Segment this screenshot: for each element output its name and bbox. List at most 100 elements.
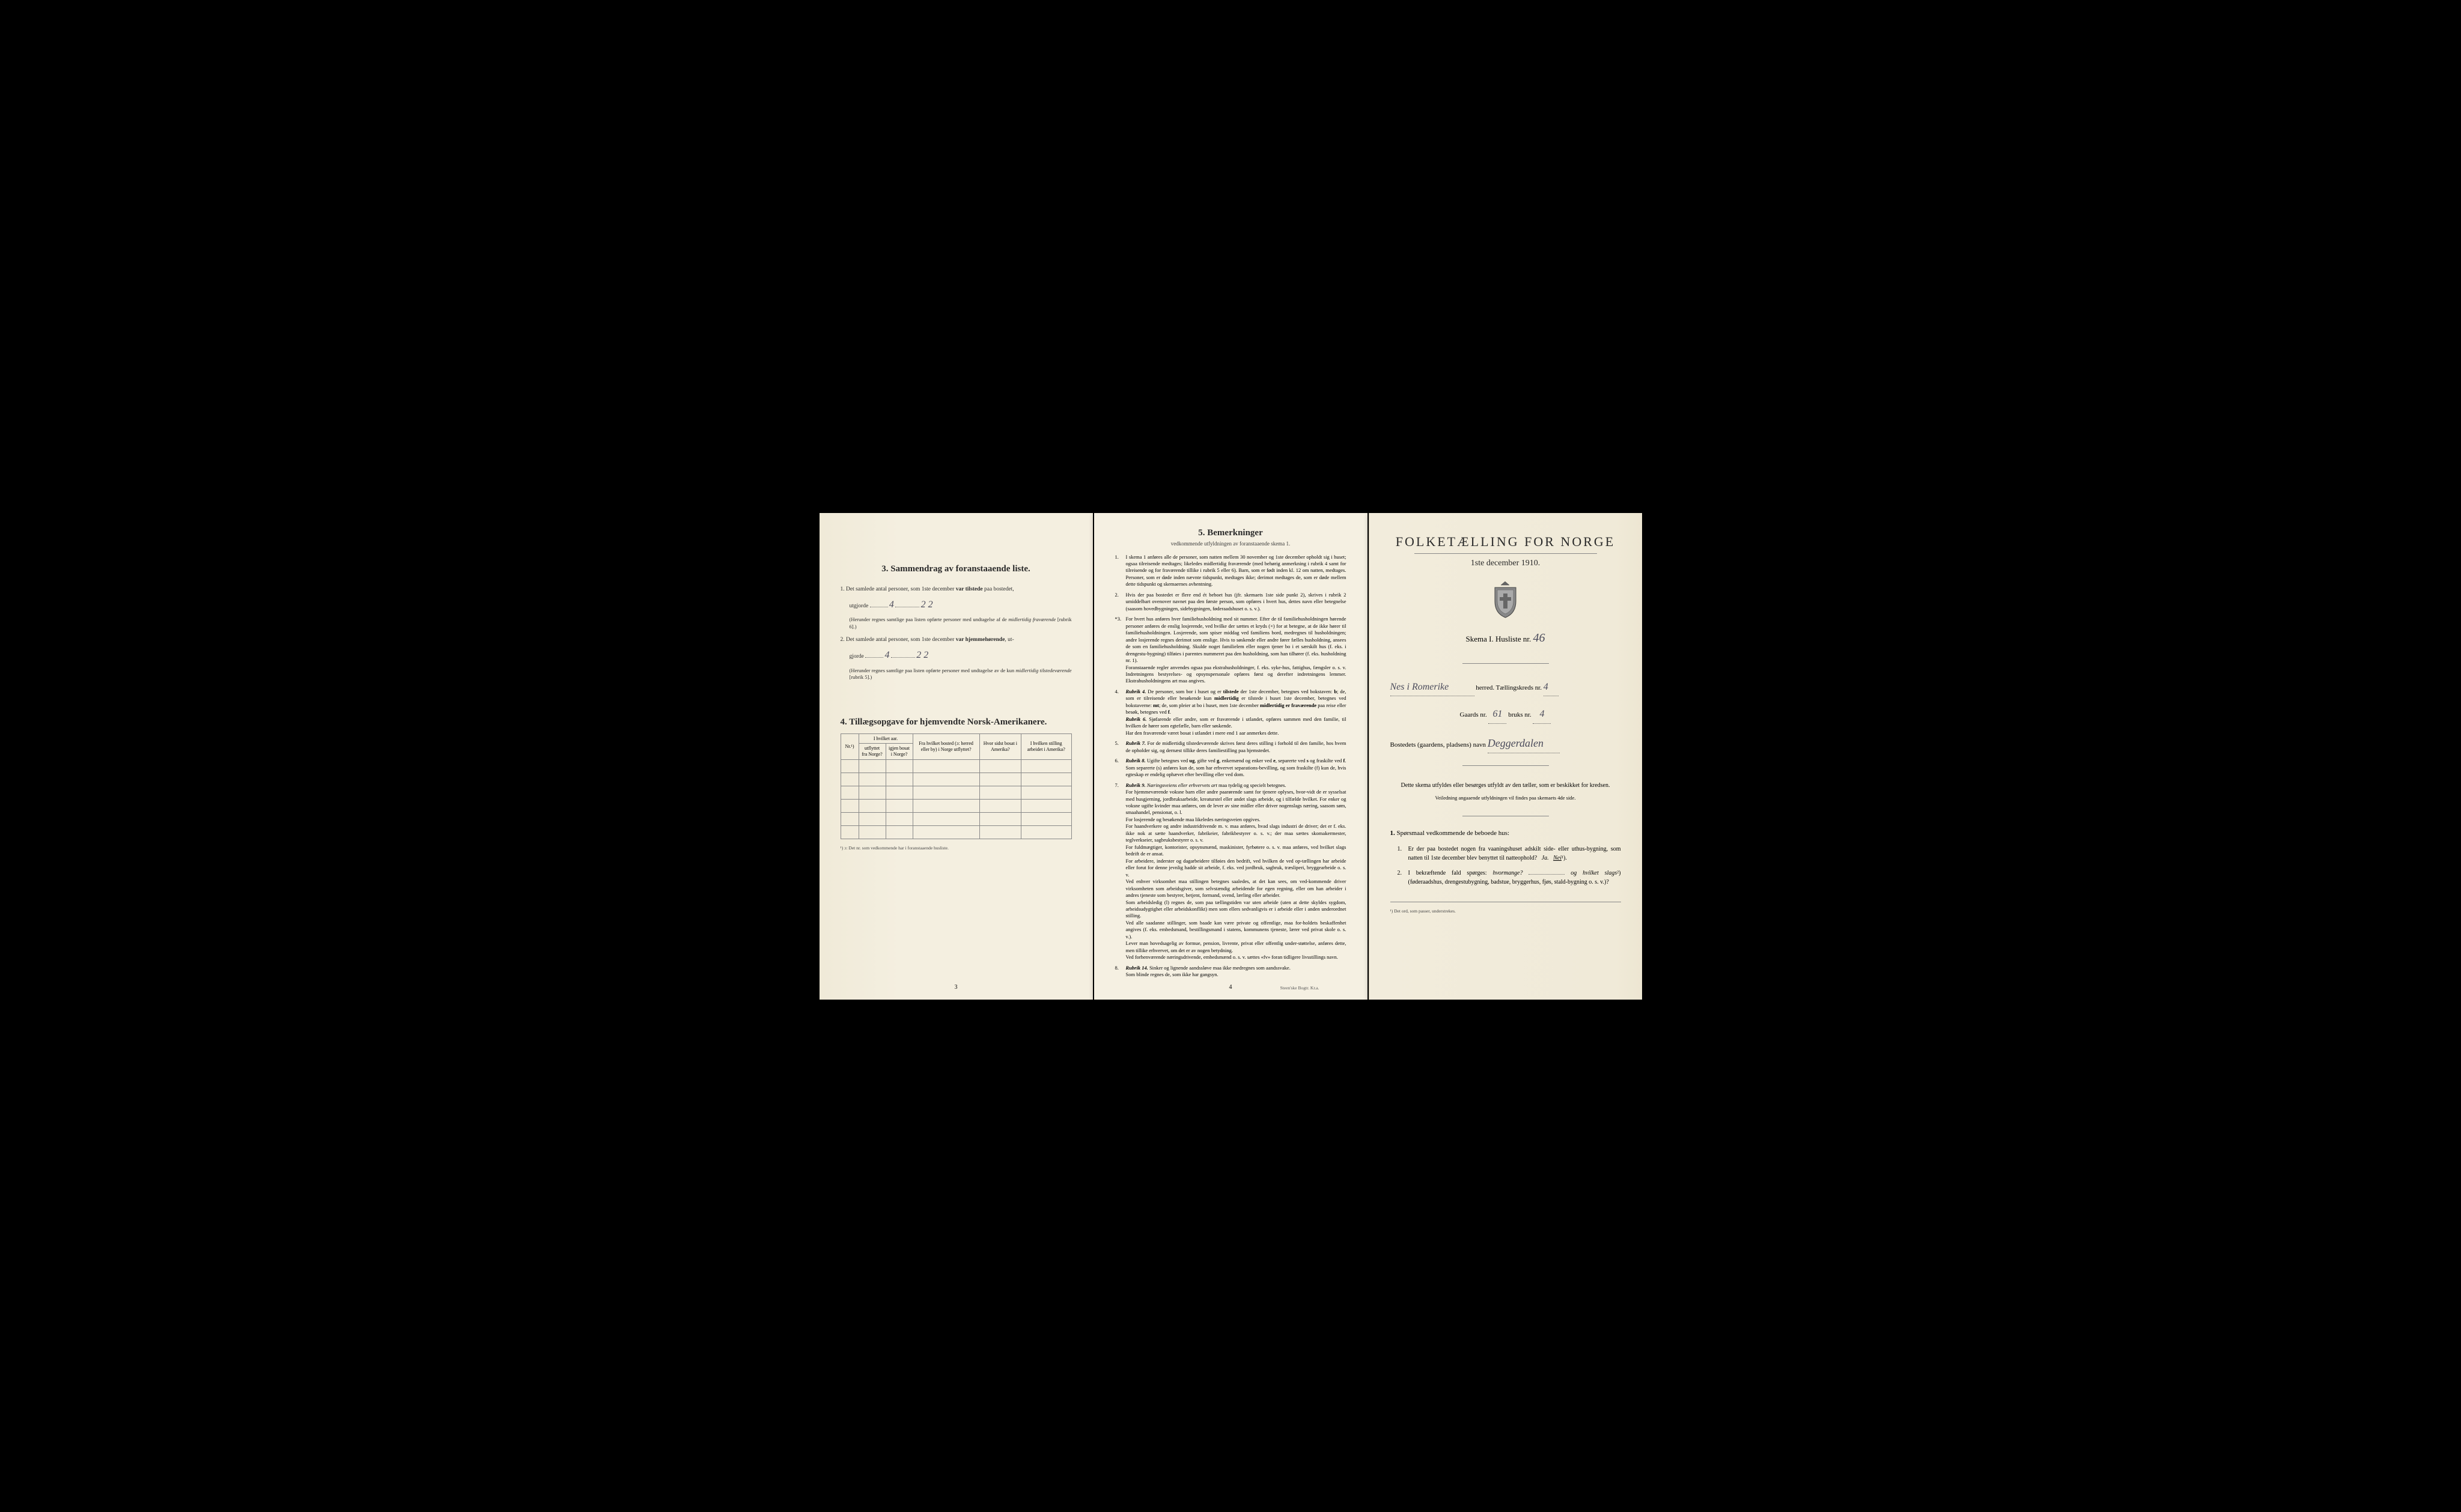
q-heading-num: 1. <box>1390 830 1395 837</box>
gaards-nr: 61 <box>1488 706 1506 724</box>
question-2: 2. I bekræftende fald spørges: hvormange… <box>1390 869 1621 887</box>
bruks-nr: 4 <box>1533 706 1551 724</box>
bem-num-7: 7. <box>1115 782 1126 961</box>
bem7-p8: Som arbeidsledig (l) regnes de, som paa … <box>1126 899 1346 920</box>
th-bosat: igjen bosat i Norge? <box>886 744 913 759</box>
table-row <box>841 812 1071 825</box>
bem-text-5: Rubrik 7. For de midlertidig tilstedevær… <box>1126 740 1346 754</box>
item1-hand2: 2 2 <box>921 600 933 610</box>
amerikanere-table: Nr.¹) I hvilket aar. Fra hvilket bosted … <box>841 733 1072 839</box>
instruction: Dette skema utfyldes eller besørges utfy… <box>1390 781 1621 790</box>
q1-sup: ¹). <box>1562 855 1567 861</box>
th-bosted: Fra hvilket bosted (ɔ: herred eller by) … <box>913 733 979 759</box>
right-footnote: ¹) Det ord, som passer, understrekes. <box>1390 908 1621 914</box>
bem-item-7: 7. Rubrik 9. Næringsveiens eller erhverv… <box>1115 782 1346 961</box>
section3-heading: 3. Sammendrag av foranstaaende liste. <box>841 564 1072 574</box>
bem7-p2: For hjemmeværende voksne barn eller andr… <box>1126 789 1346 816</box>
item1-hand1: 4 <box>889 600 894 610</box>
section3-item2: 2. Det samlede antal personer, som 1ste … <box>841 636 1072 644</box>
document-spread: 3. Sammendrag av foranstaaende liste. 1.… <box>820 513 1642 1000</box>
bem-item-5: 5. Rubrik 7. For de midlertidig tilstede… <box>1115 740 1346 754</box>
bosted-line: Bostedets (gaardens, pladsens) navn Degg… <box>1390 733 1621 753</box>
item2-line2: gjorde <box>850 654 864 660</box>
bem-item-3: *3. For hvert hus anføres hver familiehu… <box>1115 616 1346 685</box>
bem-text-8: Rubrik 14. Sinker og lignende aandssløve… <box>1126 965 1346 979</box>
page-right: FOLKETÆLLING FOR NORGE 1ste december 191… <box>1369 513 1642 1000</box>
table-row <box>841 799 1071 812</box>
page-number-3: 3 <box>955 984 958 991</box>
q2-num: 2. <box>1398 869 1408 887</box>
gaards-label: Gaards nr. <box>1460 711 1487 718</box>
bem-item-4: 4. Rubrik 4. De personer, som bor i huse… <box>1115 688 1346 736</box>
question-1: 1. Er der paa bostedet nogen fra vaaning… <box>1390 845 1621 863</box>
printer-footer: Steen'ske Bogtr. Kr.a. <box>1280 985 1319 991</box>
item2-suf: , ut- <box>1005 637 1014 643</box>
herred-line: Nes i Romerike herred. Tællingskreds nr.… <box>1390 679 1621 697</box>
item1-note-it: midlertidig fraværende <box>1008 616 1056 622</box>
q2-text-b: og <box>1571 870 1583 876</box>
bem-text-6: Rubrik 8. Ugifte betegnes ved ug, gifte … <box>1126 758 1346 778</box>
bem-text-2: Hvis der paa bostedet er flere end ét be… <box>1126 592 1346 612</box>
bem-text-4: Rubrik 4. De personer, som bor i huset o… <box>1126 688 1346 736</box>
item1-line2-row: utgjorde 4 2 2 <box>841 598 1072 612</box>
bem-num-2: 2. <box>1115 592 1126 612</box>
page-number-4: 4 <box>1229 984 1232 991</box>
question-heading: 1. Spørsmaal vedkommende de beboede hus: <box>1390 828 1621 839</box>
item1-line2: utgjorde <box>850 603 869 609</box>
bem-num-6: 6. <box>1115 758 1126 778</box>
question-block: 1. Spørsmaal vedkommende de beboede hus:… <box>1390 828 1621 887</box>
item2-note-suf: [rubrik 5].) <box>850 674 872 680</box>
q2-text-a: I bekræftende fald spørges: <box>1408 870 1493 876</box>
bem-num-4: 4. <box>1115 688 1126 736</box>
coat-of-arms <box>1390 580 1621 622</box>
q1-nei: Nei <box>1553 855 1562 861</box>
bem8-text2: Som blinde regnes de, som ikke har gangs… <box>1126 971 1346 978</box>
bem7-p3: For losjerende og besøkende maa likelede… <box>1126 816 1346 823</box>
table-row <box>841 786 1071 799</box>
item1-suffix: paa bostedet, <box>983 586 1014 592</box>
rubrik6-text: Sjøfarende eller andre, som er fraværend… <box>1126 716 1346 729</box>
bem-text-3a: For hvert hus anføres hver familiehushol… <box>1126 616 1346 663</box>
bem-item-8: 8. Rubrik 14. Sinker og lignende aandssl… <box>1115 965 1346 979</box>
coat-of-arms-icon <box>1489 580 1522 619</box>
bem-num-8: 8. <box>1115 965 1126 979</box>
herred-hand: Nes i Romerike <box>1390 679 1474 697</box>
q2-it2: hvilket slags <box>1583 870 1617 876</box>
q1-text: Er der paa bostedet nogen fra vaaningshu… <box>1408 846 1621 861</box>
item2-hand2: 2 2 <box>916 650 928 660</box>
title-date: 1ste december 1910. <box>1390 559 1621 568</box>
item2-bold: var hjemmehørende <box>956 637 1005 643</box>
item1-prefix: 1. Det samlede antal personer, som 1ste … <box>841 586 956 592</box>
bem-item-1: 1. I skema 1 anføres alle de personer, s… <box>1115 554 1346 588</box>
bem-num-5: 5. <box>1115 740 1126 754</box>
gaards-line: Gaards nr. 61 bruks nr. 4 <box>1390 706 1621 724</box>
bem-num-1: 1. <box>1115 554 1126 588</box>
page-left: 3. Sammendrag av foranstaaende liste. 1.… <box>820 513 1093 1000</box>
item2-prefix: 2. Det samlede antal personer, som 1ste … <box>841 637 956 643</box>
bem-text-3: For hvert hus anføres hver familiehushol… <box>1126 616 1346 685</box>
herred-label: herred. Tællingskreds nr. <box>1476 684 1542 691</box>
bem-num-3: *3. <box>1115 616 1126 685</box>
kreds-nr: 4 <box>1544 679 1559 697</box>
bem7-p7: Ved enhver virksomhet maa stillingen bet… <box>1126 878 1346 899</box>
th-aar-group: I hvilket aar. <box>859 733 913 744</box>
bosted-label: Bostedets (gaardens, pladsens) navn <box>1390 741 1486 748</box>
table-row <box>841 759 1071 773</box>
q2-text-block: I bekræftende fald spørges: hvormange? o… <box>1408 869 1621 887</box>
q1-text-block: Er der paa bostedet nogen fra vaaningshu… <box>1408 845 1621 863</box>
bem-text-1: I skema 1 anføres alle de personer, som … <box>1126 554 1346 588</box>
section4-heading: 4. Tillægsopgave for hjemvendte Norsk-Am… <box>841 717 1072 727</box>
bem7-p5: For fuldmægtiger, kontorister, opsynsmæn… <box>1126 844 1346 858</box>
skema-line: Skema I. Husliste nr. 46 <box>1390 631 1621 645</box>
page-middle: 5. Bemerkninger vedkommende utfyldningen… <box>1094 513 1367 1000</box>
main-title: FOLKETÆLLING FOR NORGE <box>1390 534 1621 550</box>
q-heading-text: Spørsmaal vedkommende de beboede hus: <box>1397 830 1510 837</box>
bruks-label: bruks nr. <box>1508 711 1532 718</box>
item1-note-row: (Herunder regnes samtlige paa listen opf… <box>841 616 1072 630</box>
table-row <box>841 825 1071 839</box>
table-body <box>841 759 1071 839</box>
rubrik6-label: Rubrik 6. <box>1126 716 1147 722</box>
item2-note-row: (Herunder regnes samtlige paa listen opf… <box>841 667 1072 681</box>
section5-subheading: vedkommende utfyldningen av foranstaaend… <box>1115 541 1346 547</box>
bem7-p4: For haandverkere og andre industridriven… <box>1126 823 1346 843</box>
